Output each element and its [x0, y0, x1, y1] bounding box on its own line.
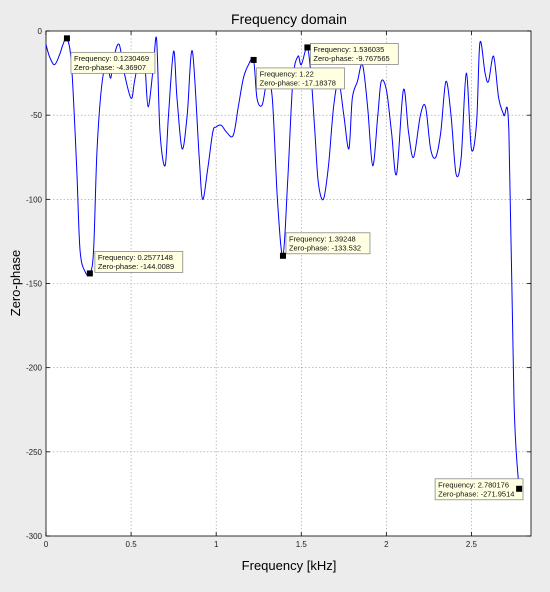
y-tick-label: -100: [26, 195, 43, 204]
x-tick-label: 2: [384, 540, 389, 549]
chart-title: Frequency domain: [231, 11, 347, 27]
data-tip-text: Zero-phase: -9.767565: [313, 54, 389, 63]
y-tick-label: -200: [26, 364, 43, 373]
data-tip-marker[interactable]: [250, 56, 257, 63]
y-tick-label: -250: [26, 448, 43, 457]
data-tip-box: [256, 67, 345, 90]
data-tip-text: Frequency: 1.39248: [289, 234, 356, 243]
data-tip-text: Frequency: 1.536035: [313, 45, 384, 54]
series-line: [45, 36, 520, 489]
y-tick-label: -50: [30, 111, 42, 120]
data-tip-box: [70, 51, 156, 74]
x-tick-label: 1: [214, 540, 219, 549]
series-lines: [45, 36, 520, 489]
data-tip-text: Zero-phase: -271.9514: [438, 489, 514, 498]
x-tick-label: 0.5: [126, 540, 138, 549]
grid: [46, 31, 531, 536]
data-tip-box: [309, 43, 399, 65]
data-tip-marker[interactable]: [516, 485, 523, 492]
data-tip-box: [285, 232, 371, 255]
x-tick-label: 1.5: [296, 540, 308, 549]
data-tip-text: Zero-phase: -17.18378: [260, 78, 336, 87]
data-tip-marker[interactable]: [304, 44, 311, 51]
x-tick-label: 2.5: [466, 540, 478, 549]
data-tip-text: Frequency: 0.2577148: [98, 253, 173, 262]
y-tick-label: -300: [26, 532, 43, 541]
x-axis-ticks: 0 0.5 1 1.5 2 2.5: [44, 31, 478, 549]
data-tip-text: Frequency: 1.22: [260, 69, 314, 78]
y-axis-ticks: 0 -50 -100 -150 -200 -250 -300: [26, 27, 531, 541]
y-tick-label: -150: [26, 280, 43, 289]
data-tip-text: Zero-phase: -144.0089: [98, 262, 174, 271]
data-tip-text: Frequency: 2.780176: [438, 480, 509, 489]
data-tip-marker[interactable]: [63, 35, 70, 42]
y-tick-label: 0: [38, 27, 43, 36]
data-tip-text: Frequency: 0.1230469: [74, 54, 149, 63]
data-tip-box: [434, 478, 524, 501]
x-axis-label: Frequency [kHz]: [242, 558, 337, 573]
y-axis-label: Zero-phase: [8, 250, 23, 316]
data-tip-text: Zero-phase: -133.532: [289, 243, 361, 252]
x-tick-label: 0: [44, 540, 49, 549]
data-tip-marker[interactable]: [279, 252, 286, 259]
data-tip-text: Zero-phase: -4.36907: [74, 63, 146, 72]
data-tip-box: [94, 251, 184, 273]
data-tip-marker[interactable]: [86, 270, 93, 277]
